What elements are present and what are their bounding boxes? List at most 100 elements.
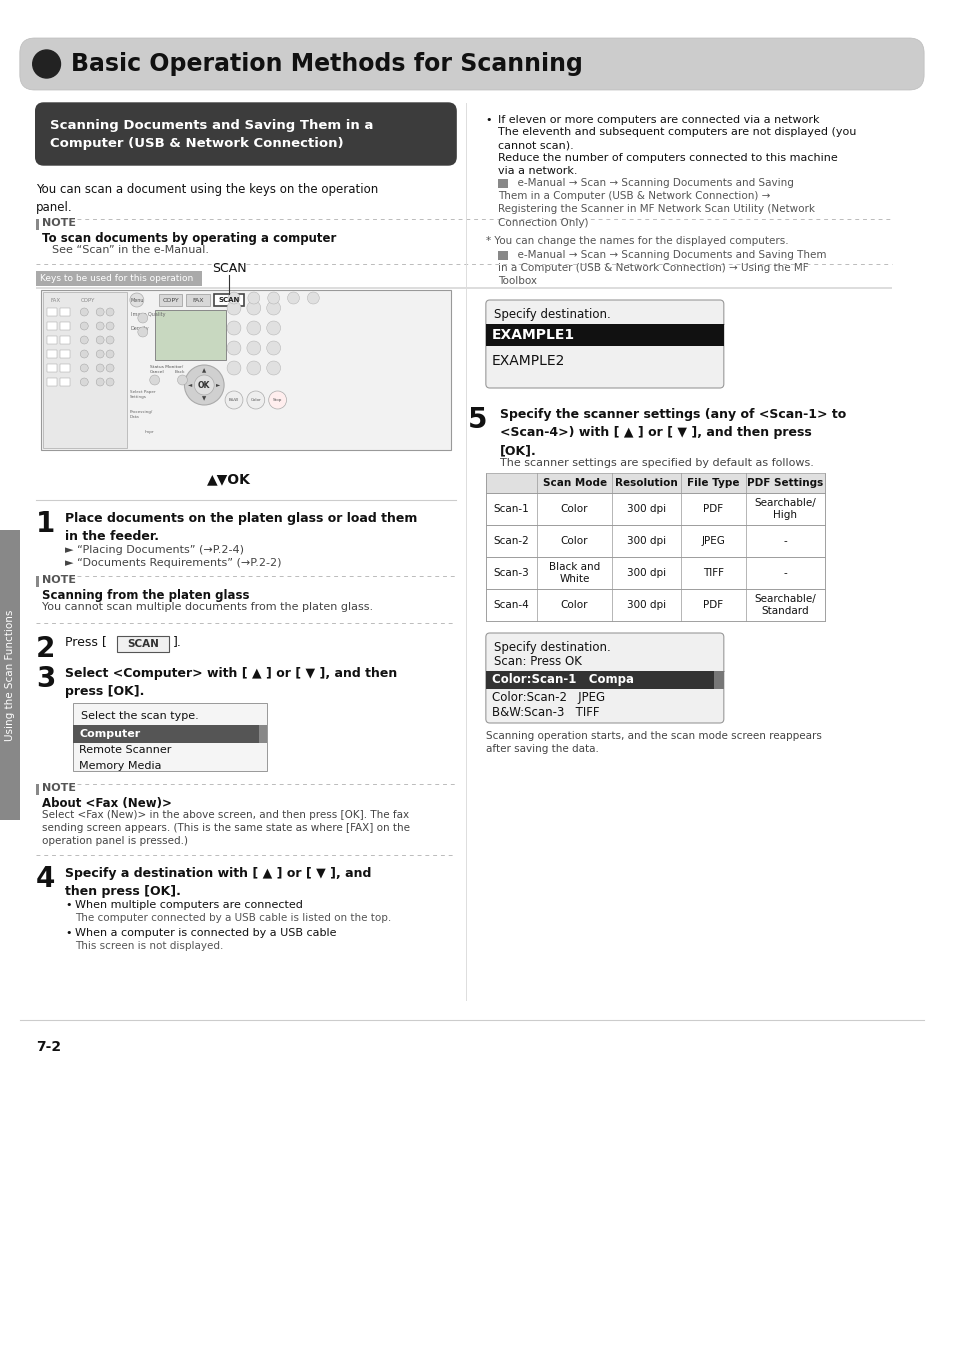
Text: FAX: FAX	[193, 297, 204, 302]
Bar	[47, 308, 56, 316]
Text: -: -	[782, 568, 786, 578]
Text: Color: Color	[560, 599, 588, 610]
Bar	[47, 350, 56, 358]
Circle shape	[106, 378, 114, 386]
Text: To scan documents by operating a computer: To scan documents by operating a compute…	[42, 232, 335, 244]
Bar	[258, 725, 267, 743]
Circle shape	[247, 321, 260, 335]
Circle shape	[80, 336, 89, 344]
Text: Select the scan type.: Select the scan type.	[81, 711, 199, 721]
Text: 300 dpi: 300 dpi	[626, 599, 665, 610]
Text: PDF: PDF	[702, 599, 722, 610]
Text: The scanner settings are specified by default as follows.: The scanner settings are specified by de…	[499, 458, 813, 468]
Bar	[497, 251, 507, 261]
FancyBboxPatch shape	[35, 103, 456, 165]
Text: 3: 3	[35, 666, 55, 693]
Text: OK: OK	[198, 381, 211, 390]
Circle shape	[80, 323, 89, 329]
Circle shape	[96, 378, 104, 386]
Text: ▼: ▼	[202, 397, 206, 401]
Text: ].: ].	[172, 636, 181, 648]
Text: 1: 1	[35, 510, 55, 539]
Text: 300 dpi: 300 dpi	[626, 568, 665, 578]
Text: 300 dpi: 300 dpi	[626, 504, 665, 514]
Text: ►: ►	[215, 382, 220, 387]
Circle shape	[268, 292, 279, 304]
Bar	[73, 703, 267, 771]
Text: 4: 4	[35, 865, 55, 892]
Text: 5: 5	[468, 406, 487, 433]
Bar	[60, 323, 71, 329]
Circle shape	[269, 392, 286, 409]
Circle shape	[106, 336, 114, 344]
Bar	[47, 364, 56, 373]
Circle shape	[248, 292, 259, 304]
Text: B&W: B&W	[229, 398, 239, 402]
Text: Reduce the number of computers connected to this machine
via a network.: Reduce the number of computers connected…	[497, 153, 837, 177]
Bar	[154, 310, 226, 360]
Text: Press [: Press [	[66, 636, 107, 648]
Text: Scan Mode: Scan Mode	[542, 478, 606, 487]
Text: Scan-3: Scan-3	[494, 568, 529, 578]
Text: Place documents on the platen glass or load them
in the feeder.: Place documents on the platen glass or l…	[66, 512, 417, 543]
Circle shape	[96, 336, 104, 344]
Bar	[35, 288, 891, 289]
Text: •: •	[485, 115, 492, 126]
Circle shape	[106, 323, 114, 329]
Circle shape	[247, 301, 260, 315]
Text: NOTE: NOTE	[42, 783, 75, 792]
Circle shape	[247, 342, 260, 355]
Text: Image Quality: Image Quality	[131, 312, 165, 317]
Text: Scan-4: Scan-4	[494, 599, 529, 610]
Text: Using the Scan Functions: Using the Scan Functions	[5, 609, 15, 741]
Circle shape	[227, 321, 241, 335]
Text: Color: Color	[251, 398, 261, 402]
Bar	[485, 324, 723, 346]
Text: You cannot scan multiple documents from the platen glass.: You cannot scan multiple documents from …	[42, 602, 373, 612]
Circle shape	[137, 313, 148, 323]
Text: Stop: Stop	[273, 398, 282, 402]
FancyBboxPatch shape	[20, 38, 923, 90]
Text: The computer connected by a USB cable is listed on the top.: The computer connected by a USB cable is…	[75, 913, 391, 923]
Bar	[35, 784, 39, 795]
Circle shape	[247, 360, 260, 375]
Bar	[60, 336, 71, 344]
Text: Back: Back	[174, 370, 185, 374]
Text: Scanning from the platen glass: Scanning from the platen glass	[42, 589, 249, 602]
Text: Select <Fax (New)> in the above screen, and then press [OK]. The fax
sending scr: Select <Fax (New)> in the above screen, …	[42, 810, 409, 846]
Text: Specify destination.: Specify destination.	[494, 641, 610, 653]
Text: Resolution: Resolution	[615, 478, 678, 487]
Text: Specify a destination with [ ▲ ] or [ ▼ ], and
then press [OK].: Specify a destination with [ ▲ ] or [ ▼ …	[66, 867, 372, 898]
Text: ▲: ▲	[202, 369, 206, 374]
Text: You can scan a document using the keys on the operation
panel.: You can scan a document using the keys o…	[35, 184, 377, 215]
Circle shape	[106, 364, 114, 373]
Bar	[35, 219, 39, 230]
Bar	[35, 271, 202, 286]
Text: JPEG: JPEG	[700, 536, 724, 545]
Circle shape	[267, 301, 280, 315]
FancyBboxPatch shape	[485, 300, 723, 387]
Text: When multiple computers are connected: When multiple computers are connected	[75, 900, 303, 910]
Text: NOTE: NOTE	[42, 575, 75, 585]
Text: Color:Scan-2   JPEG: Color:Scan-2 JPEG	[492, 691, 604, 703]
Circle shape	[227, 301, 241, 315]
Circle shape	[80, 308, 89, 316]
Text: Black and
White: Black and White	[548, 562, 599, 585]
Text: File Type: File Type	[686, 478, 739, 487]
Bar	[73, 725, 267, 743]
Text: Scan: Press OK: Scan: Press OK	[494, 655, 581, 668]
Bar	[117, 636, 169, 652]
Circle shape	[307, 292, 319, 304]
Text: About <Fax (New)>: About <Fax (New)>	[42, 796, 172, 810]
Bar	[0, 531, 20, 819]
Bar	[485, 558, 824, 589]
Bar	[43, 292, 127, 448]
Text: Processing/
Data: Processing/ Data	[130, 410, 153, 418]
Text: B&W:Scan-3   TIFF: B&W:Scan-3 TIFF	[492, 706, 598, 720]
Circle shape	[96, 364, 104, 373]
Text: 2: 2	[35, 634, 55, 663]
Text: -: -	[782, 536, 786, 545]
Circle shape	[227, 342, 241, 355]
Text: Remote Scanner: Remote Scanner	[79, 745, 172, 755]
Text: Basic Operation Methods for Scanning: Basic Operation Methods for Scanning	[71, 53, 582, 76]
